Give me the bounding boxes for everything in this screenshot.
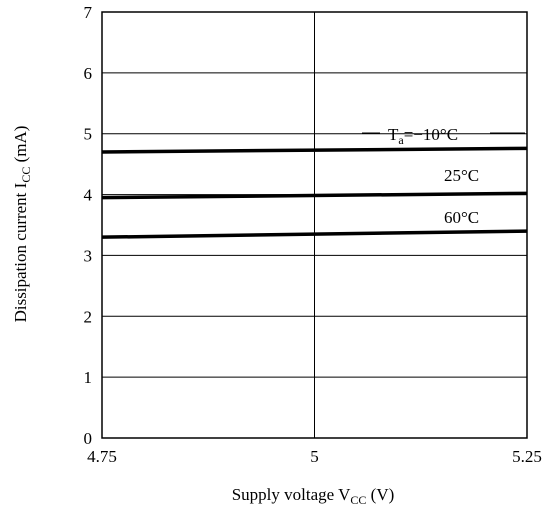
series-line-0 <box>101 146 528 154</box>
series-line-2 <box>101 229 528 239</box>
y-tick-label: 3 <box>84 246 93 265</box>
series-label-25c: 25°C <box>444 166 479 185</box>
x-tick-label: 4.75 <box>87 447 117 466</box>
x-axis-label: Supply voltage VCC (V) <box>232 485 395 506</box>
x-tick-label: 5.25 <box>512 447 542 466</box>
y-tick-label: 4 <box>84 186 93 205</box>
grid <box>102 12 527 438</box>
y-tick-label: 0 <box>84 429 93 448</box>
y-tick-label: 2 <box>84 307 93 326</box>
y-axis-label: Dissipation current ICC (mA) <box>11 126 33 323</box>
series-lines <box>101 146 528 239</box>
x-tick-labels: 4.75 5 5.25 <box>87 447 542 466</box>
series-label-ta-neg10: Ta=−10°C <box>362 125 525 147</box>
y-tick-label: 6 <box>84 64 93 83</box>
series-label-ta: Ta=−10°C <box>388 125 458 147</box>
series-label-60c: 60°C <box>444 208 479 227</box>
y-tick-label: 7 <box>84 3 93 22</box>
y-tick-labels: 0 1 2 3 4 5 6 7 <box>84 3 93 448</box>
x-tick-label: 5 <box>310 447 319 466</box>
y-tick-label: 1 <box>84 368 93 387</box>
y-tick-label: 5 <box>84 125 93 144</box>
series-line-1 <box>101 191 528 200</box>
plot-frame <box>101 11 528 439</box>
